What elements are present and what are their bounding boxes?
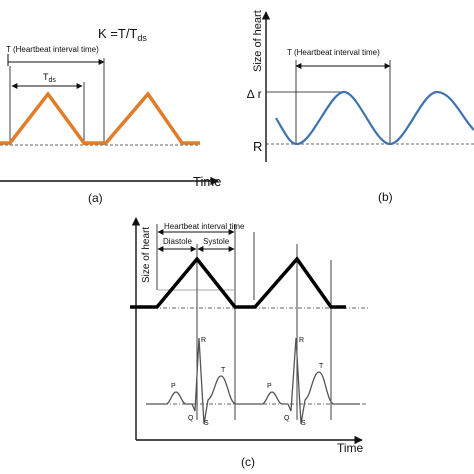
panel-c-diastole-label: Diastole [163,237,192,246]
ecg-q-label-2: Q [284,415,290,422]
panel-b-interval-label: T (Heartbeat interval time) [287,48,380,57]
ecg-q-label-1: Q [188,415,194,422]
panel-a-heart-size-line [0,91,200,145]
panel-b-heart-size-wave [275,90,474,146]
panel-b-delta-r-label: ∆ r [247,87,262,101]
ecg-p-label-2: P [267,383,272,390]
panel-c-systole-label: Systole [203,237,230,246]
panel-a: K =T/Tds T (Heartbeat interval time) Tds… [0,26,221,205]
ecg-r-label-2: R [299,337,304,344]
panel-a-interval-label: T (Heartbeat interval time) [6,45,99,54]
panel-a-tds-label: Tds [43,72,56,84]
panel-c-interval-label: Heartbeat interval time [164,222,245,231]
panel-a-caption: (a) [88,191,103,205]
panel-b: Size of heart T (Heartbeat interval time… [247,10,474,204]
panel-a-formula: K =T/Tds [98,26,147,43]
panel-a-x-label: Time [193,174,221,189]
ecg-p-label-1: P [171,383,176,390]
panel-c-heart-size-line [130,256,346,309]
ecg-s-label-1: S [204,420,209,427]
ecg-t-label-2: T [319,363,324,370]
panel-c-y-label: Size of heart [141,227,152,283]
panel-c-ecg-trace [146,337,360,425]
ecg-r-label-1: R [201,337,206,344]
ecg-s-label-2: S [301,420,306,427]
panel-c-x-label: Time [337,441,364,455]
panel-c: Size of heart Time Heartbeat interval ti… [130,217,368,469]
panel-b-r-label: R [253,139,262,154]
panel-c-caption: (c) [241,455,255,469]
panel-b-caption: (b) [378,190,393,204]
panel-b-y-label: Size of heart [252,10,264,72]
ecg-t-label-1: T [221,367,226,374]
